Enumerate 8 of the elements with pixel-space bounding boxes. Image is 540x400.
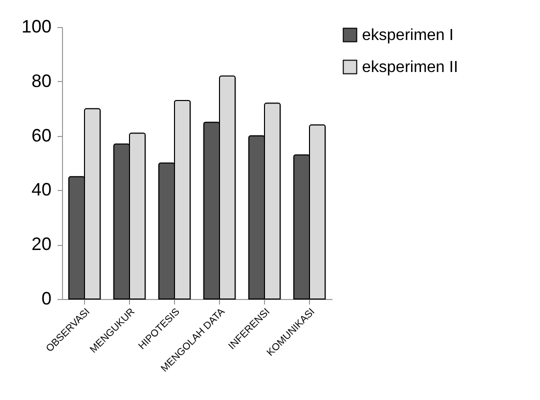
legend-label: eksperimen II xyxy=(362,59,458,76)
y-tick-label: 40 xyxy=(31,180,52,200)
y-tick-label: 20 xyxy=(31,234,52,254)
y-tick-label: 100 xyxy=(21,16,52,36)
legend-label: eksperimen I xyxy=(362,27,454,44)
y-tick-label: 0 xyxy=(41,288,52,308)
y-tick-label: 80 xyxy=(31,70,52,91)
y-tick-label: 60 xyxy=(31,125,52,146)
